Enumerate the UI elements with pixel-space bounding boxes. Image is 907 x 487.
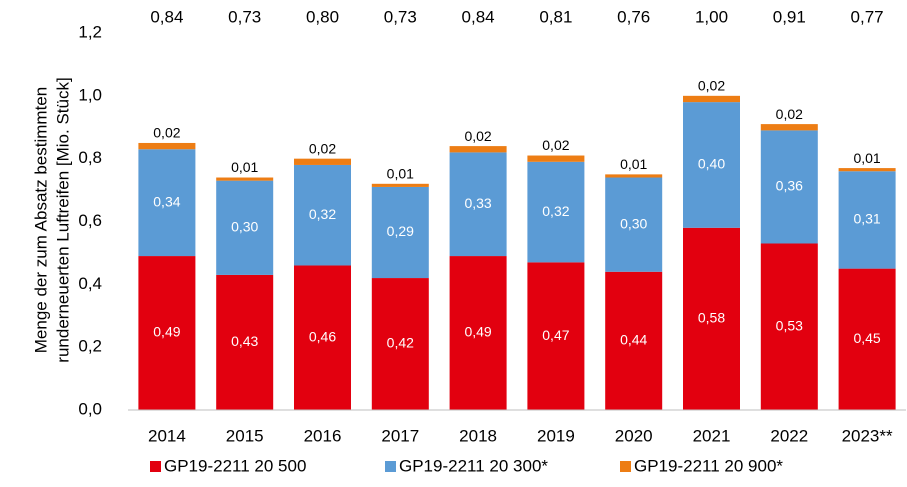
data-label: 0,33 <box>464 195 491 211</box>
data-label: 0,32 <box>309 206 336 222</box>
bar-segment <box>605 271 663 410</box>
bar-segment <box>371 183 429 187</box>
data-label: 0,02 <box>309 140 336 156</box>
bar-segment <box>527 262 585 410</box>
data-label: 0,43 <box>231 333 258 349</box>
data-label: 0,47 <box>542 327 569 343</box>
y-tick-label: 0,0 <box>78 399 102 418</box>
legend-marker <box>385 461 396 472</box>
x-tick-label: 2022 <box>770 426 808 445</box>
data-label: 0,29 <box>387 223 414 239</box>
data-label: 0,53 <box>776 317 803 333</box>
total-label: 0,76 <box>617 7 650 26</box>
x-tick-label: 2020 <box>615 426 653 445</box>
total-label: 0,80 <box>306 7 339 26</box>
bar-segment <box>371 278 429 410</box>
legend-marker <box>620 461 631 472</box>
x-tick-label: 2019 <box>537 426 575 445</box>
x-tick-label: 2014 <box>148 426 186 445</box>
data-label: 0,02 <box>776 106 803 122</box>
total-label: 0,73 <box>384 7 417 26</box>
data-label: 0,01 <box>853 150 880 166</box>
bar-segment <box>294 158 351 165</box>
bar-segment <box>138 149 196 257</box>
bar-segment <box>760 130 818 244</box>
data-label: 0,32 <box>542 203 569 219</box>
bar-segment <box>683 95 740 103</box>
x-tick-label: 2016 <box>304 426 342 445</box>
x-tick-label: 2023** <box>842 426 893 445</box>
bar-segment <box>294 164 351 266</box>
data-label: 0,36 <box>776 178 803 194</box>
y-tick-label: 0,6 <box>78 211 102 230</box>
bar-segment <box>138 256 196 410</box>
x-tick-label: 2018 <box>459 426 497 445</box>
data-label: 0,44 <box>620 332 647 348</box>
data-label: 0,01 <box>620 156 647 172</box>
bar-segment <box>838 268 896 410</box>
x-tick-label: 2017 <box>381 426 419 445</box>
x-tick-label: 2015 <box>226 426 264 445</box>
legend-label: GP19-2211 20 300* <box>399 456 548 475</box>
data-label: 0,30 <box>231 218 258 234</box>
y-tick-label: 0,4 <box>78 274 102 293</box>
y-axis-label: runderneuerten Luftreifen [Mio. Stück] <box>53 77 72 362</box>
y-tick-label: 1,2 <box>78 22 102 41</box>
bar-segment <box>216 180 274 275</box>
data-label: 0,01 <box>387 166 414 182</box>
total-label: 0,84 <box>462 7 495 26</box>
bar-segment <box>683 102 740 228</box>
bar-segment <box>838 171 896 269</box>
data-label: 0,02 <box>698 78 725 94</box>
total-label: 0,91 <box>773 7 806 26</box>
data-label: 0,02 <box>542 137 569 153</box>
data-label: 0,49 <box>464 324 491 340</box>
y-axis-label: Menge der zum Absatz bestimmten <box>31 87 50 353</box>
y-tick-label: 0,8 <box>78 148 102 167</box>
bar-segment <box>449 256 507 410</box>
data-label: 0,01 <box>231 159 258 175</box>
bar-segment <box>138 142 196 150</box>
data-label: 0,31 <box>853 211 880 227</box>
data-label: 0,42 <box>387 335 414 351</box>
bar-segment <box>216 274 274 410</box>
legend-marker <box>150 461 161 472</box>
data-label: 0,34 <box>153 193 180 209</box>
y-tick-label: 1,0 <box>78 85 102 104</box>
bar-segment <box>294 265 351 410</box>
data-label: 0,02 <box>464 128 491 144</box>
bar-segment <box>605 177 663 272</box>
data-label: 0,49 <box>153 324 180 340</box>
total-label: 0,73 <box>228 7 261 26</box>
data-label: 0,45 <box>853 330 880 346</box>
bar-segment <box>683 227 740 410</box>
bar-segment <box>838 168 896 172</box>
bar-segment <box>760 243 818 410</box>
data-label: 0,58 <box>698 310 725 326</box>
bar-segment <box>760 124 818 131</box>
total-label: 0,81 <box>539 7 572 26</box>
legend-label: GP19-2211 20 900* <box>634 456 783 475</box>
y-tick-label: 0,2 <box>78 337 102 356</box>
total-label: 0,84 <box>150 7 183 26</box>
total-label: 0,77 <box>851 7 884 26</box>
data-label: 0,40 <box>698 156 725 172</box>
data-label: 0,02 <box>153 125 180 141</box>
data-label: 0,46 <box>309 328 336 344</box>
bar-segment <box>371 186 429 279</box>
legend-label: GP19-2211 20 500 <box>164 456 306 475</box>
bar-segment <box>449 146 507 153</box>
bar-segment <box>605 174 663 178</box>
bar-segment <box>449 152 507 257</box>
bar-segment <box>216 177 274 181</box>
x-tick-label: 2021 <box>693 426 731 445</box>
data-label: 0,30 <box>620 215 647 231</box>
bar-segment <box>527 161 585 263</box>
bar-segment <box>527 155 585 162</box>
total-label: 1,00 <box>695 7 728 26</box>
